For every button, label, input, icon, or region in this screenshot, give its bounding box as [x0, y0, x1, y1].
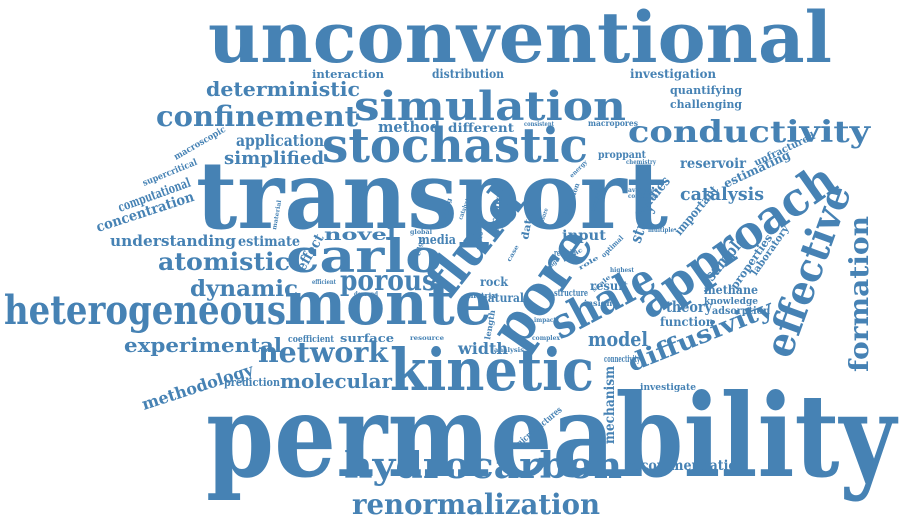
word: heterogeneous	[4, 287, 286, 334]
word: micro	[475, 231, 485, 250]
word: molecular	[280, 369, 392, 393]
word: rock	[480, 275, 509, 289]
word: experimental	[124, 333, 282, 357]
word: matrix	[468, 291, 497, 300]
word: interaction	[312, 68, 384, 81]
word: consistent	[524, 121, 554, 128]
word: formation	[845, 216, 875, 372]
word: knowledge	[704, 297, 758, 307]
word: theory	[666, 298, 713, 316]
word: understanding	[110, 232, 237, 250]
word: novel	[324, 225, 396, 244]
word: structure	[554, 289, 588, 299]
word: simplified	[224, 148, 324, 169]
word: resource	[410, 335, 444, 342]
word: width	[457, 339, 508, 358]
word: efficient	[312, 279, 336, 286]
word: distribution	[432, 67, 504, 81]
word: quantifying	[670, 84, 742, 97]
word: unconventional	[208, 0, 832, 79]
word: edge	[415, 237, 425, 256]
word: condition	[628, 193, 659, 200]
word: kinetic	[390, 336, 594, 404]
word: simulation	[354, 83, 626, 130]
word: function	[660, 315, 714, 329]
word: available	[628, 187, 658, 194]
word: challenging	[670, 98, 742, 111]
word: mechanism	[602, 366, 618, 444]
word: macropores	[588, 118, 638, 128]
word: natural	[480, 291, 524, 305]
word: permeability	[206, 369, 898, 503]
word: catalysis	[680, 184, 764, 205]
word: impact	[534, 317, 556, 324]
word: input	[562, 228, 607, 244]
word: conductivity	[628, 115, 872, 150]
word: connectivity	[604, 355, 640, 365]
word: reservoir	[680, 156, 747, 172]
word: demand	[354, 291, 379, 298]
word: estimate	[238, 234, 300, 250]
word: surface	[340, 332, 394, 345]
word: chemistry	[626, 159, 656, 166]
word: investigation	[630, 67, 716, 81]
word: investigate	[640, 383, 696, 393]
word: adsorption	[712, 306, 771, 317]
word: methane	[704, 283, 758, 297]
word: coefficient	[288, 335, 335, 345]
word: media	[418, 233, 456, 248]
word: porous	[340, 264, 436, 297]
word: different	[448, 121, 514, 135]
word: data	[520, 210, 536, 240]
word: analysis	[494, 347, 525, 354]
word: method	[378, 118, 440, 136]
word: insight	[584, 298, 616, 308]
word: deterministic	[206, 77, 360, 101]
word: recommendation	[626, 458, 746, 474]
word: confinement	[156, 100, 358, 133]
word: dynamic	[190, 276, 298, 302]
word: network	[258, 336, 389, 369]
word: multiple	[648, 227, 674, 234]
word: prediction	[224, 376, 280, 389]
word: carlo	[286, 229, 442, 283]
word: monte	[284, 269, 492, 339]
word: result	[590, 279, 628, 293]
word: remain	[554, 249, 576, 259]
word: proppant	[598, 150, 646, 161]
word: hydrocarbon	[344, 445, 622, 487]
word: stochastic	[322, 118, 588, 174]
word: transport	[196, 141, 668, 251]
word: application	[236, 131, 324, 150]
word: model	[588, 327, 648, 351]
word: complex	[532, 335, 560, 342]
word: atomistic	[158, 247, 290, 276]
word: global	[410, 229, 433, 236]
word: highest	[610, 267, 634, 274]
word: renormalization	[352, 488, 600, 521]
